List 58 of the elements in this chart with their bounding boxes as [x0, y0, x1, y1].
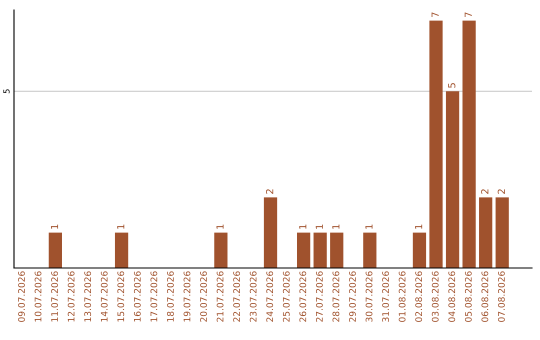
x-tick-label: 16.07.2026 [134, 271, 141, 322]
x-tick-label: 29.07.2026 [349, 271, 356, 322]
data-label: 7 [464, 12, 472, 18]
data-label: 2 [266, 189, 274, 194]
x-tick-label: 21.07.2026 [216, 271, 224, 322]
data-label: 1 [316, 224, 323, 229]
bar [214, 232, 228, 268]
data-label: 1 [365, 224, 372, 229]
x-tick-label: 05.08.2026 [464, 271, 472, 322]
x-tick-label: 06.08.2026 [481, 271, 488, 322]
bar [412, 232, 426, 268]
x-tick-label: 14.07.2026 [100, 271, 108, 322]
x-tick-label: 09.07.2026 [18, 271, 25, 322]
bar [264, 197, 278, 268]
x-tick-label: 20.07.2026 [200, 271, 207, 322]
x-tick-label: 30.07.2026 [366, 271, 372, 322]
data-label: 1 [299, 224, 306, 229]
bar [48, 232, 62, 268]
x-tick-label: 28.07.2026 [332, 271, 340, 322]
x-tick-label: 01.08.2026 [398, 271, 406, 322]
data-label: 2 [498, 189, 505, 194]
data-label: 5 [448, 83, 456, 88]
x-tick-label: 04.08.2026 [448, 271, 456, 322]
data-label: 1 [216, 224, 224, 229]
bar [314, 232, 327, 268]
bar [114, 232, 128, 268]
x-tick-label: 17.07.2026 [150, 271, 158, 322]
x-tick-label: 11.07.2026 [51, 271, 58, 322]
x-tick-label: 02.08.2026 [415, 271, 422, 322]
x-tick-label: 10.07.2026 [34, 271, 42, 322]
data-label: 7 [432, 12, 439, 18]
data-label: 2 [481, 189, 488, 194]
bar [296, 232, 310, 268]
data-label: 1 [50, 224, 58, 229]
x-tick-label: 25.07.2026 [282, 271, 290, 322]
x-tick-label: 24.07.2026 [266, 271, 274, 322]
x-tick-label: 27.07.2026 [316, 271, 323, 322]
x-tick-label: 19.07.2026 [184, 271, 190, 322]
x-tick-label: 23.07.2026 [250, 271, 257, 322]
data-label: 1 [117, 224, 124, 229]
bar [363, 232, 376, 268]
x-tick-label: 03.08.2026 [432, 271, 439, 322]
x-tick-label: 22.07.2026 [233, 271, 240, 322]
x-tick-label: 18.07.2026 [167, 271, 174, 322]
x-tick-label: 15.07.2026 [117, 271, 124, 322]
bar [330, 232, 344, 268]
bar [462, 20, 476, 268]
x-tick-label: 31.07.2026 [382, 271, 389, 322]
x-tick-label: 12.07.2026 [68, 271, 75, 322]
data-label: 1 [332, 224, 340, 229]
data-label: 1 [415, 224, 422, 229]
bar [479, 197, 492, 268]
bar [429, 20, 443, 268]
bar [446, 91, 460, 268]
x-tick-label: 26.07.2026 [299, 271, 306, 322]
x-tick-label: 07.08.2026 [498, 271, 505, 322]
x-tick-label: 13.07.2026 [84, 271, 92, 322]
bar [496, 197, 509, 268]
